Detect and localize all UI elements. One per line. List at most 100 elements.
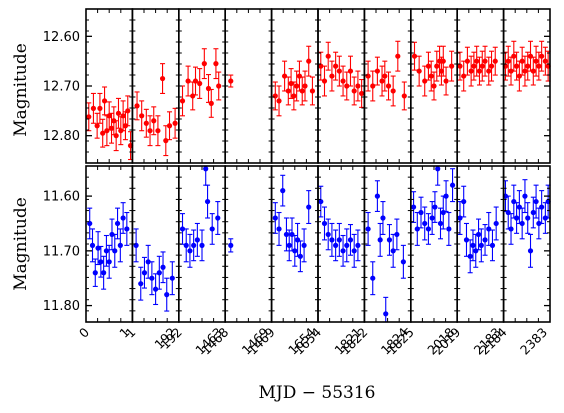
marker xyxy=(185,78,191,84)
data-point xyxy=(468,55,474,87)
marker xyxy=(539,53,545,59)
marker xyxy=(143,120,149,126)
data-point xyxy=(204,184,211,219)
data-point xyxy=(108,112,115,144)
data-point xyxy=(470,229,476,262)
data-point xyxy=(474,45,480,77)
data-point xyxy=(461,185,467,218)
marker xyxy=(280,188,286,194)
data-point xyxy=(443,180,449,212)
data-point xyxy=(114,207,121,240)
marker xyxy=(414,226,420,232)
data-point xyxy=(382,60,388,92)
data-point xyxy=(272,81,278,111)
marker xyxy=(468,68,474,74)
marker xyxy=(386,237,393,243)
data-point xyxy=(208,88,214,118)
marker xyxy=(511,198,517,205)
marker xyxy=(160,264,166,270)
data-point xyxy=(539,190,545,225)
marker xyxy=(513,63,520,69)
data-point xyxy=(482,45,488,77)
data-point xyxy=(201,48,207,80)
marker xyxy=(215,215,221,221)
data-point xyxy=(347,224,354,256)
marker xyxy=(473,248,479,254)
data-point xyxy=(522,55,528,87)
data-point xyxy=(449,50,455,82)
marker xyxy=(429,215,435,221)
data-point xyxy=(359,78,365,108)
marker xyxy=(302,83,308,89)
x-tick-label-end: 2383 xyxy=(517,325,550,358)
data-point xyxy=(411,41,418,71)
marker xyxy=(159,75,166,82)
marker xyxy=(333,242,339,248)
marker xyxy=(489,242,496,248)
marker xyxy=(516,73,522,79)
data-point xyxy=(365,211,371,246)
marker xyxy=(428,73,434,79)
marker xyxy=(377,237,383,243)
data-point xyxy=(340,234,346,267)
data-point xyxy=(344,228,350,263)
marker xyxy=(283,231,290,238)
data-point xyxy=(336,55,342,87)
marker xyxy=(94,123,100,129)
data-point xyxy=(336,222,342,257)
data-point xyxy=(197,68,203,99)
marker xyxy=(395,53,401,59)
marker xyxy=(155,128,161,134)
marker xyxy=(355,83,361,89)
data-point xyxy=(410,191,417,223)
marker xyxy=(325,231,331,238)
data-point xyxy=(166,111,173,141)
data-point xyxy=(401,81,407,111)
data-point xyxy=(527,233,534,268)
marker xyxy=(179,98,186,104)
data-point xyxy=(347,55,354,87)
data-point xyxy=(92,258,98,287)
marker xyxy=(297,253,303,259)
marker xyxy=(208,100,214,106)
marker xyxy=(482,58,488,64)
marker xyxy=(321,78,328,84)
data-point xyxy=(155,115,161,147)
marker xyxy=(125,108,131,114)
marker xyxy=(325,53,331,59)
marker xyxy=(306,58,312,64)
data-point xyxy=(429,201,435,235)
marker xyxy=(294,237,301,243)
data-point xyxy=(525,51,531,81)
marker xyxy=(513,215,520,221)
data-point xyxy=(505,195,511,230)
data-point xyxy=(87,207,93,240)
data-point xyxy=(457,51,463,81)
marker xyxy=(400,259,406,265)
marker xyxy=(482,237,488,243)
data-point xyxy=(380,201,386,235)
marker xyxy=(527,53,534,59)
marker xyxy=(124,226,130,232)
marker xyxy=(164,292,170,298)
data-point xyxy=(94,112,100,139)
data-point xyxy=(379,65,385,97)
marker xyxy=(505,58,511,64)
marker xyxy=(156,270,162,276)
marker xyxy=(519,58,525,64)
marker xyxy=(436,58,443,64)
data-point xyxy=(141,256,148,289)
marker xyxy=(522,193,528,199)
marker xyxy=(527,248,534,254)
data-point xyxy=(542,46,548,76)
data-point xyxy=(519,46,525,76)
data-point xyxy=(124,211,130,246)
data-point xyxy=(333,51,339,81)
marker xyxy=(86,114,92,120)
marker xyxy=(333,63,339,69)
marker xyxy=(172,120,178,126)
marker xyxy=(394,231,400,238)
data-point xyxy=(318,185,324,218)
marker xyxy=(153,286,159,292)
marker xyxy=(542,58,548,64)
